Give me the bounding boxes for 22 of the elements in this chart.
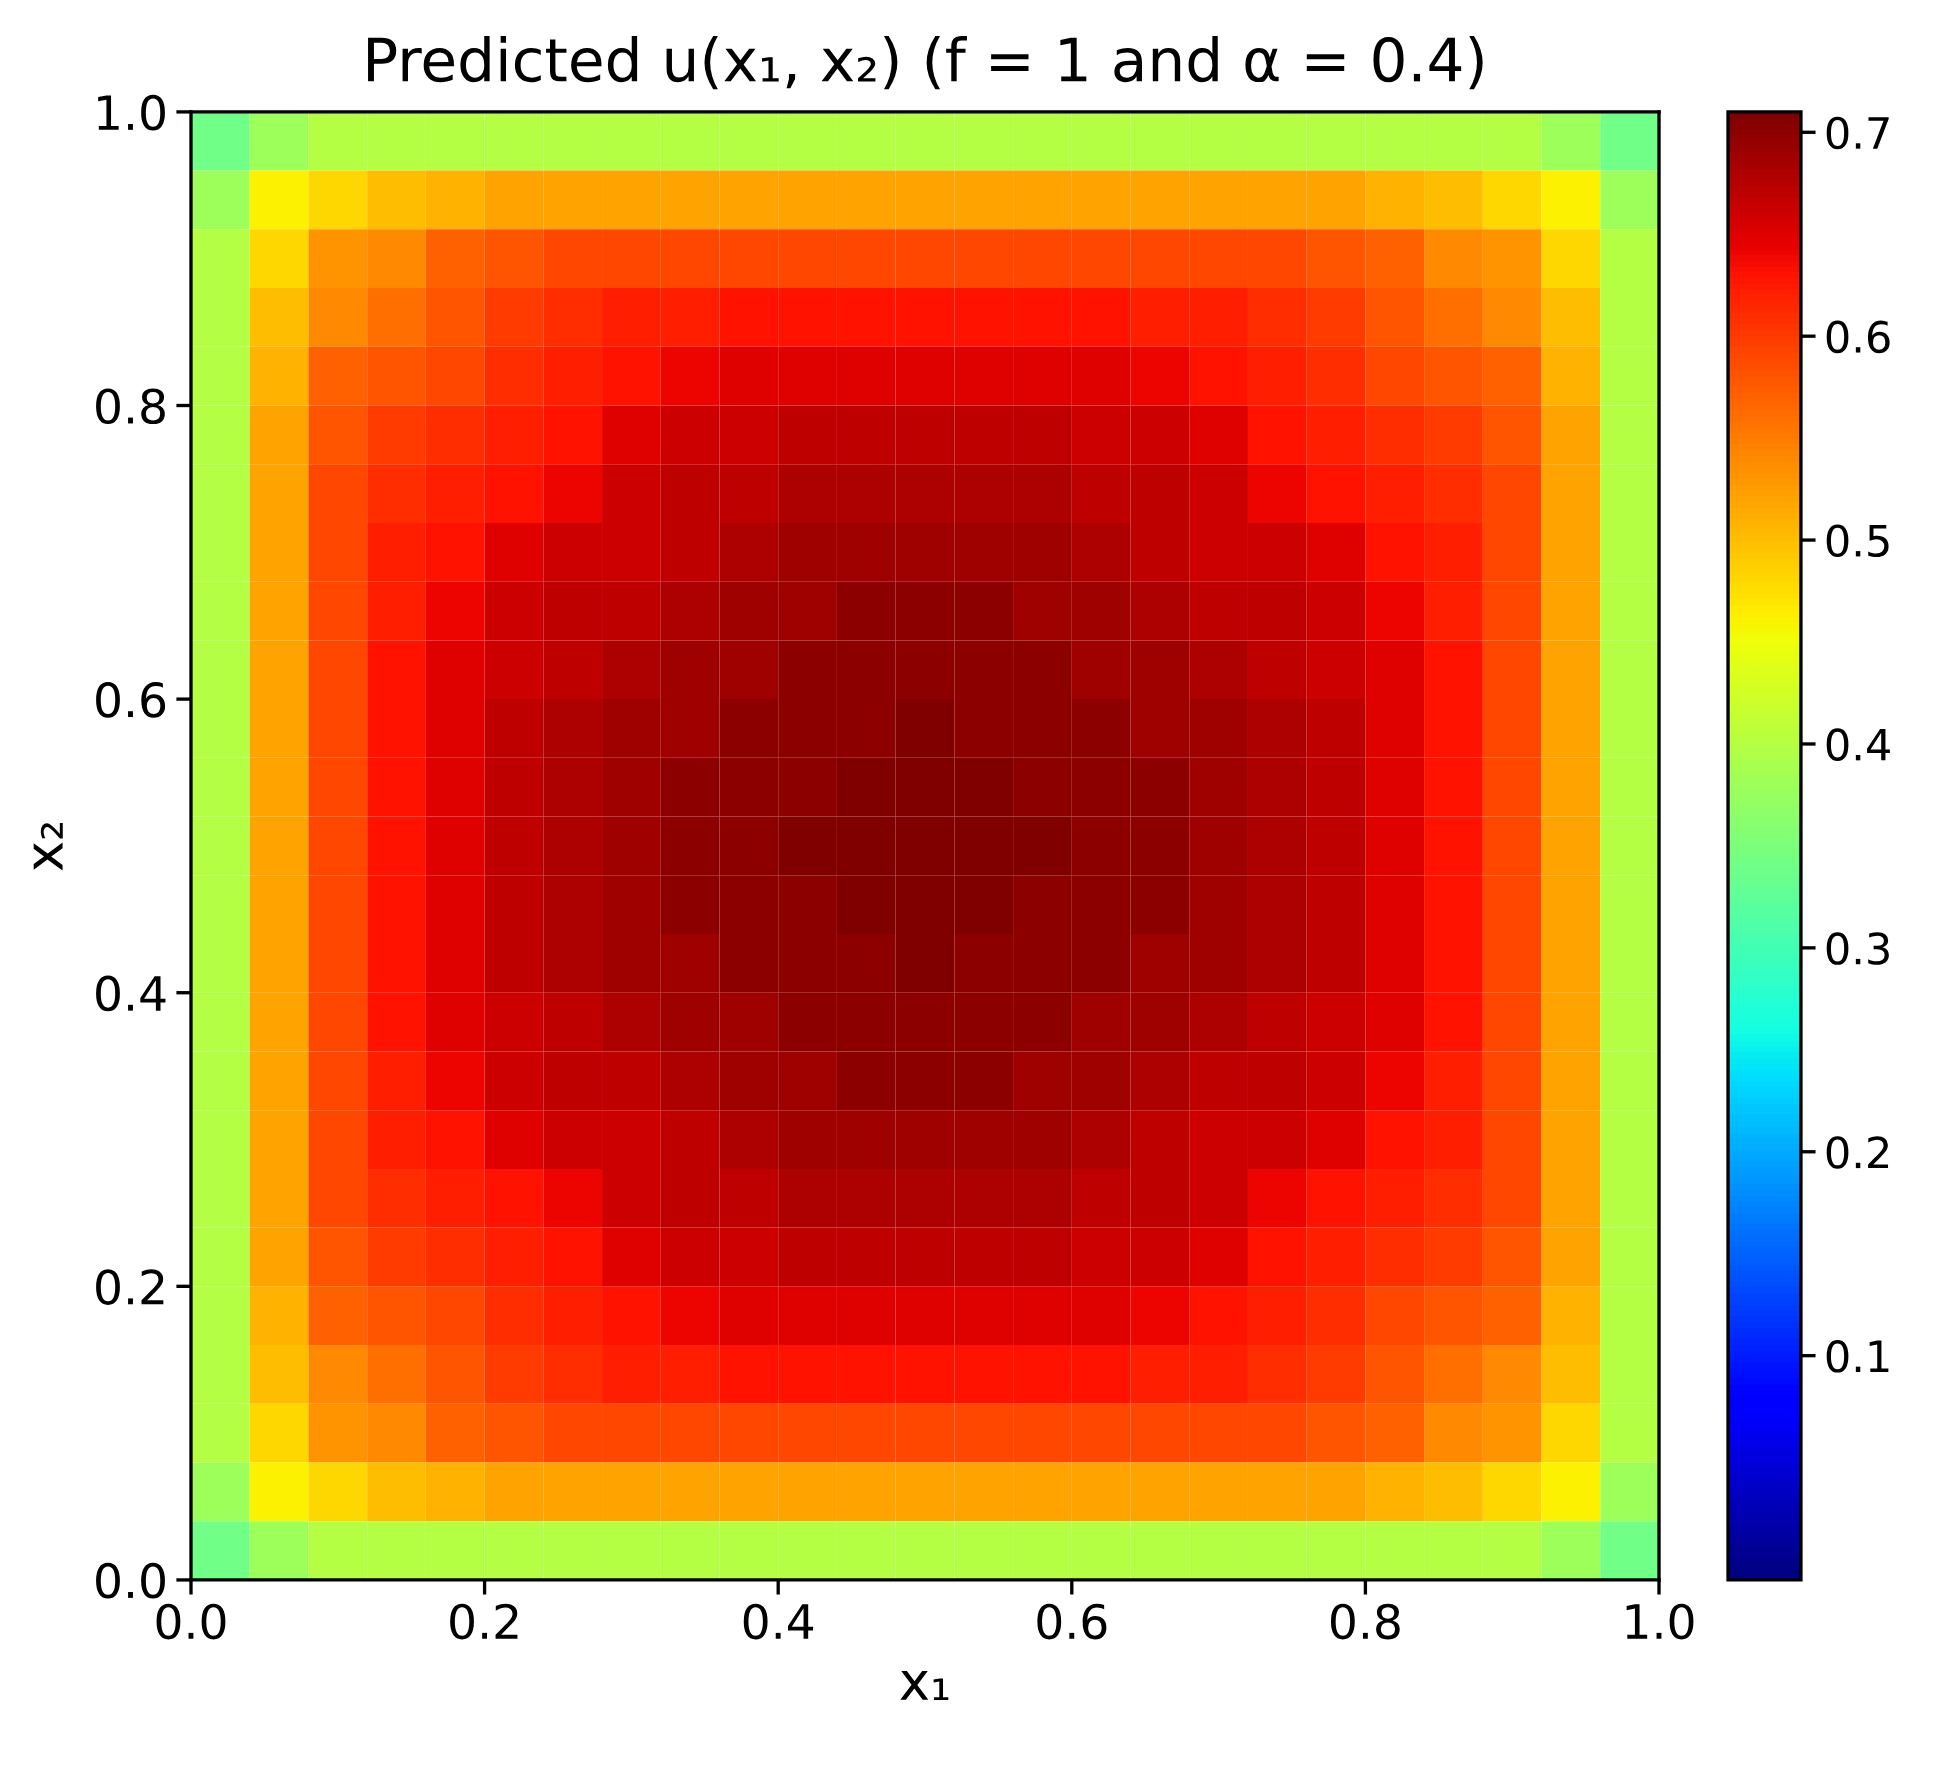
color-bar-label: 0.1	[1826, 1340, 1889, 1373]
y-tick-label: 0.2	[96, 1269, 164, 1305]
y-tick-label: 0.6	[96, 682, 166, 718]
x-tick-label: 0.2	[450, 1603, 518, 1640]
x-axis-title: x₁	[900, 1670, 949, 1700]
color-bar-label: 0.5	[1826, 524, 1889, 558]
color-bar-label: 0.2	[1826, 1136, 1889, 1169]
y-axis-title: x₂	[33, 823, 63, 871]
color-bar-label: 0.6	[1826, 320, 1890, 354]
color-bar-label: 0.3	[1826, 932, 1889, 965]
color-bar-label: 0.4	[1826, 728, 1890, 761]
color-bar-label: 0.7	[1826, 116, 1889, 150]
x-tick-label: 0.8	[1330, 1603, 1400, 1640]
y-tick-label: 0.0	[96, 1562, 165, 1599]
x-tick-label: 0.6	[1037, 1603, 1107, 1640]
x-tick-label: 0.4	[743, 1603, 814, 1640]
y-tick-label: 0.4	[96, 975, 166, 1012]
y-tick-label: 1.0	[98, 94, 165, 131]
chart-title: Predicted u(x₁, x₂) (f = 1 and α = 0.4)	[368, 35, 1483, 90]
x-tick-label: 0.0	[156, 1603, 226, 1640]
x-tick-label: 1.0	[1626, 1603, 1694, 1640]
y-tick-label: 0.8	[96, 388, 165, 425]
